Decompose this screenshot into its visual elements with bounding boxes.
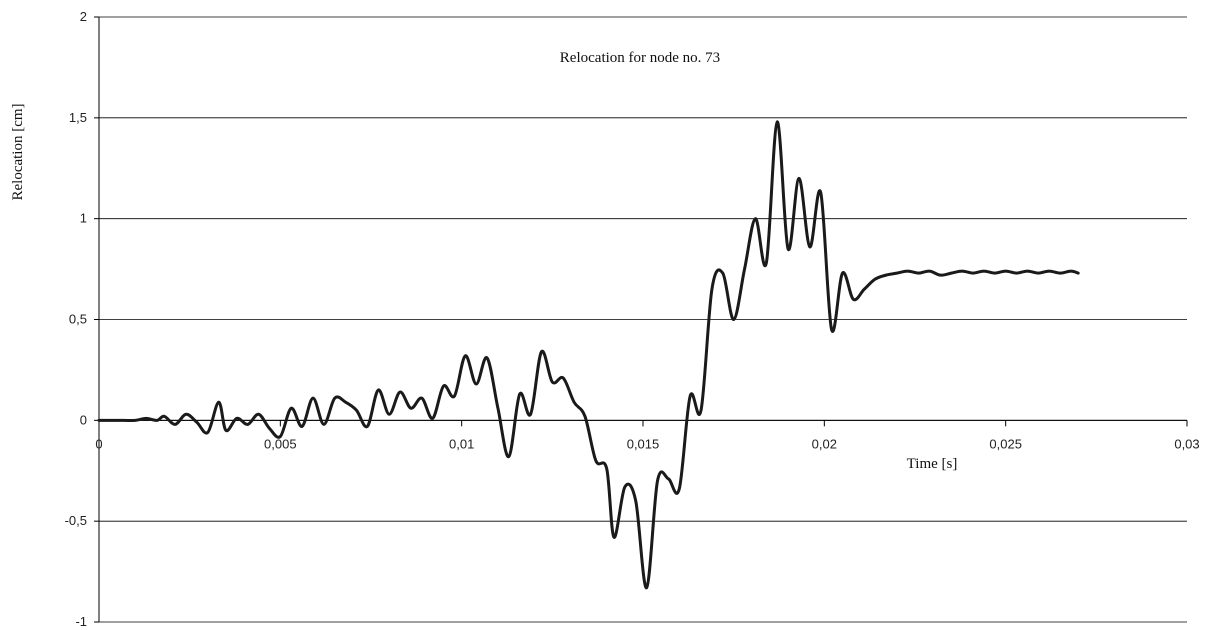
x-tick-label: 0,01 [449,436,474,451]
series-group [97,120,1080,590]
x-axis-title: Time [s] [907,456,958,472]
series-line [97,120,1080,590]
y-tick-label: 2 [80,9,87,24]
x-tick-label: 0,03 [1174,436,1199,451]
y-tick-label: 1 [80,211,87,226]
y-tick-label: 0,5 [69,312,87,327]
y-axis-title: Relocation [cm] [10,103,26,200]
x-tick-label: 0,02 [812,436,837,451]
y-tick-label: -1 [75,614,87,629]
x-axis-ticks: 0 0,005 0,01 0,015 0,02 0,025 0,03 [95,420,1200,451]
x-tick-label: 0,015 [627,436,660,451]
gridlines [99,16,1187,623]
chart-title: Relocation for node no. 73 [560,50,720,66]
x-tick-label: 0 [95,436,102,451]
y-tick-label: 1,5 [69,110,87,125]
y-axis-ticks: -1 -0,5 0 0,5 1 1,5 2 [65,9,99,629]
x-tick-label: 0,005 [264,436,297,451]
y-tick-label: -0,5 [65,513,87,528]
x-tick-label: 0,025 [989,436,1022,451]
y-tick-label: 0 [80,412,87,427]
